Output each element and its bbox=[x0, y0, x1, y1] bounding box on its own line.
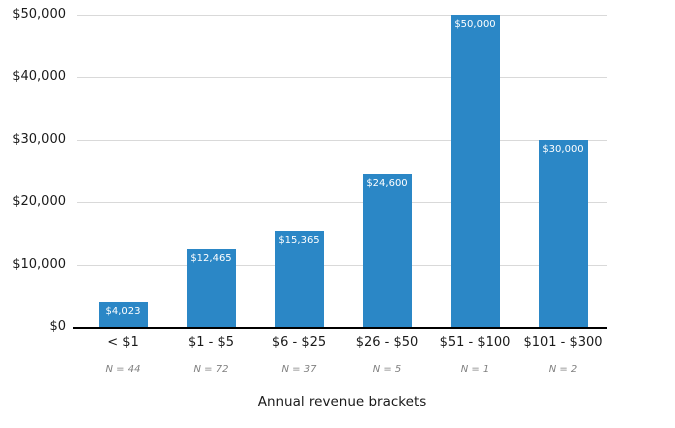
sample-size-label: N = 5 bbox=[372, 364, 402, 375]
bar: $24,600 bbox=[362, 173, 412, 327]
bar-value-label: $15,365 bbox=[278, 235, 320, 246]
bar: $12,465 bbox=[186, 249, 236, 327]
x-tick-label: $6 - $25 bbox=[271, 335, 327, 350]
x-tick-label: < $1 bbox=[107, 335, 139, 350]
y-tick-label: $20,000 bbox=[12, 194, 66, 210]
y-tick-label: $50,000 bbox=[12, 7, 66, 22]
sample-size-label: N = 2 bbox=[548, 364, 578, 375]
gridline bbox=[77, 202, 607, 204]
bar-value-label: $4,023 bbox=[105, 306, 141, 317]
x-tick-label: $1 - $5 bbox=[187, 335, 235, 350]
bar-value-label: $50,000 bbox=[454, 19, 496, 30]
x-tick-label: $26 - $50 bbox=[355, 335, 419, 350]
bar: $30,000 bbox=[538, 140, 588, 327]
gridline bbox=[77, 15, 607, 16]
x-tick-label: $101 - $300 bbox=[523, 335, 603, 350]
bar: $50,000 bbox=[450, 15, 500, 327]
y-tick-label: $10,000 bbox=[12, 256, 66, 272]
bar-value-label: $30,000 bbox=[542, 144, 584, 155]
gridline bbox=[77, 264, 607, 266]
y-tick-label: $0 bbox=[49, 319, 66, 334]
x-axis-line bbox=[73, 327, 607, 329]
y-tick-label: $30,000 bbox=[12, 131, 66, 147]
bar: $15,365 bbox=[274, 231, 324, 327]
bar: $4,023 bbox=[98, 302, 148, 327]
y-tick-label: $40,000 bbox=[12, 69, 66, 85]
sample-size-label: N = 37 bbox=[281, 364, 317, 375]
sample-size-label: N = 44 bbox=[105, 364, 141, 375]
bar-value-label: $24,600 bbox=[366, 177, 408, 189]
sample-size-label: N = 72 bbox=[193, 364, 229, 375]
bar-value-label: $12,465 bbox=[190, 253, 232, 264]
gridline bbox=[77, 139, 607, 141]
sample-size-label: N = 1 bbox=[460, 364, 490, 375]
x-axis-title: Annual revenue brackets bbox=[257, 394, 427, 410]
x-tick-label: $51 - $100 bbox=[439, 335, 511, 350]
gridline bbox=[77, 77, 607, 79]
